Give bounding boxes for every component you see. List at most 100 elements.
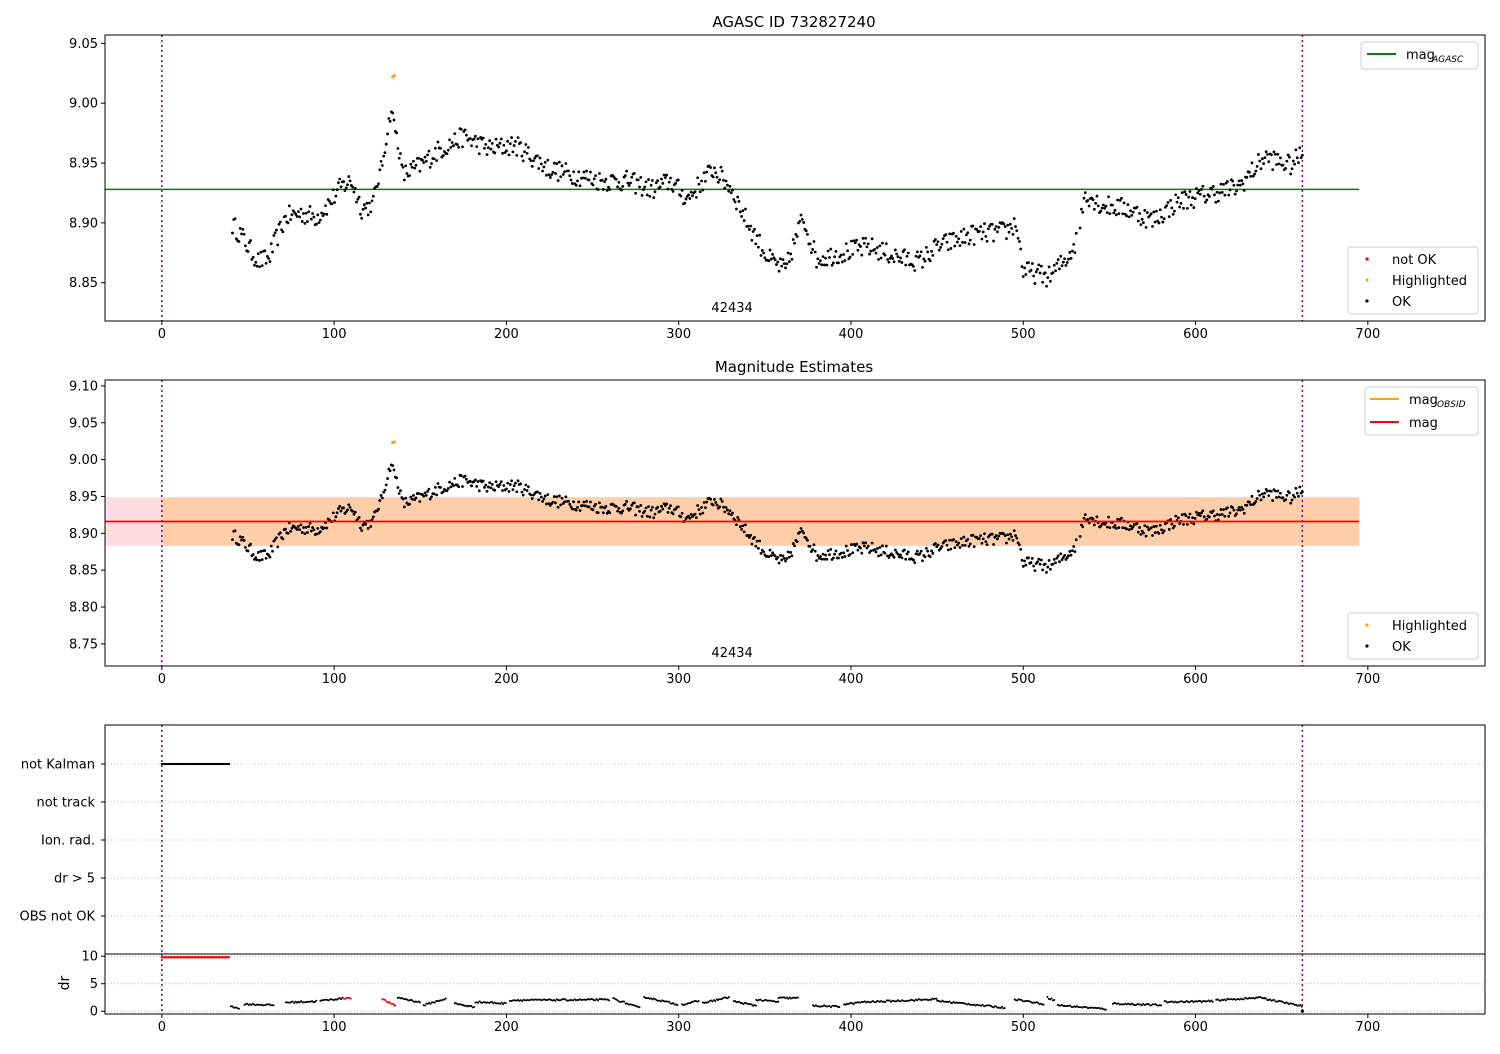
ok-point: [1029, 268, 1033, 272]
ok-point: [962, 535, 966, 539]
ok-point: [905, 552, 909, 556]
ok-point: [831, 261, 835, 265]
ok-point: [441, 490, 445, 494]
ok-point: [1081, 210, 1085, 214]
ok-point: [1161, 220, 1165, 224]
ok-point: [652, 196, 656, 200]
ok-point: [1061, 260, 1065, 264]
ok-point: [846, 249, 849, 253]
ok-point: [1006, 533, 1010, 537]
ok-point: [1116, 517, 1120, 521]
ok-point: [296, 210, 300, 214]
ok-point: [1264, 150, 1268, 154]
ok-point: [441, 154, 445, 157]
dr-point: [899, 1000, 902, 1003]
legend-marker: [1365, 623, 1369, 627]
ok-point: [861, 541, 865, 545]
ok-point: [380, 164, 384, 167]
ok-point: [829, 547, 833, 551]
ok-point: [569, 505, 573, 509]
dr-point: [1149, 1004, 1152, 1007]
ok-point: [1117, 212, 1121, 216]
ok-point: [568, 174, 572, 178]
ok-point: [1138, 211, 1141, 215]
dr-point: [697, 999, 700, 1002]
ok-point: [268, 260, 272, 263]
ok-point: [1051, 271, 1055, 275]
dr-point: [787, 997, 790, 1000]
dr-point: [742, 1003, 745, 1006]
ok-point: [795, 235, 799, 238]
ok-point: [330, 202, 334, 206]
ok-point: [395, 476, 398, 480]
ok-point: [278, 220, 282, 224]
dr-point: [952, 1000, 955, 1003]
dr-point: [250, 1003, 253, 1006]
dr-point: [981, 1003, 984, 1006]
ok-point: [256, 550, 260, 554]
ok-point: [786, 251, 790, 255]
ok-point: [238, 535, 242, 539]
ok-point: [724, 506, 728, 509]
ok-point: [384, 483, 388, 487]
ok-point: [979, 534, 983, 538]
ok-point: [1215, 190, 1219, 194]
ok-point: [949, 247, 953, 250]
ok-point: [798, 219, 802, 223]
ok-point: [961, 543, 964, 547]
ok-point: [965, 233, 968, 237]
ok-point: [954, 540, 958, 543]
dr-point: [490, 1001, 493, 1004]
ok-point: [851, 252, 855, 256]
p2-xtick-label: 200: [494, 672, 519, 687]
ok-point: [371, 515, 375, 519]
ok-point: [756, 546, 760, 550]
ok-point: [523, 150, 526, 154]
ok-point: [233, 217, 237, 221]
ok-point: [331, 188, 335, 192]
ok-point: [1045, 284, 1048, 288]
ok-point: [704, 179, 707, 183]
ok-point: [1183, 190, 1187, 194]
p1-xtick-label: 300: [666, 327, 691, 342]
ok-point: [505, 149, 508, 153]
ok-point: [1185, 522, 1189, 526]
ok-point: [570, 182, 574, 185]
ok-point: [840, 260, 844, 264]
ok-point: [402, 505, 406, 509]
ok-point: [542, 497, 546, 501]
panel2-title: Magnitude Estimates: [715, 358, 873, 376]
ok-point: [698, 190, 702, 194]
ok-point: [1094, 201, 1098, 205]
ok-point: [878, 244, 882, 248]
ok-point: [878, 546, 882, 549]
ok-point: [723, 510, 727, 514]
ok-point: [873, 548, 877, 552]
ok-point: [361, 523, 365, 527]
ok-point: [788, 260, 791, 263]
ok-point: [620, 188, 623, 192]
ok-point: [446, 148, 450, 152]
ok-point: [777, 561, 781, 565]
ok-point: [298, 215, 302, 219]
ok-point: [312, 528, 316, 532]
ok-point: [870, 237, 874, 241]
ok-point: [587, 505, 591, 509]
dr-point: [714, 1000, 717, 1003]
ok-point: [1213, 193, 1216, 197]
dr-point-not-ok: [384, 998, 387, 1001]
ok-point: [1236, 508, 1240, 512]
ok-point: [1056, 258, 1060, 261]
ok-point: [439, 486, 442, 489]
ok-point: [731, 188, 734, 192]
dr-point: [796, 996, 799, 999]
ok-point: [488, 139, 492, 143]
ok-point: [1032, 274, 1036, 278]
ok-point: [851, 551, 855, 555]
dr-point: [989, 1004, 992, 1007]
ok-point: [713, 498, 716, 501]
dr-point: [777, 1000, 780, 1003]
dr-point: [721, 997, 724, 1000]
ok-point: [605, 188, 609, 192]
